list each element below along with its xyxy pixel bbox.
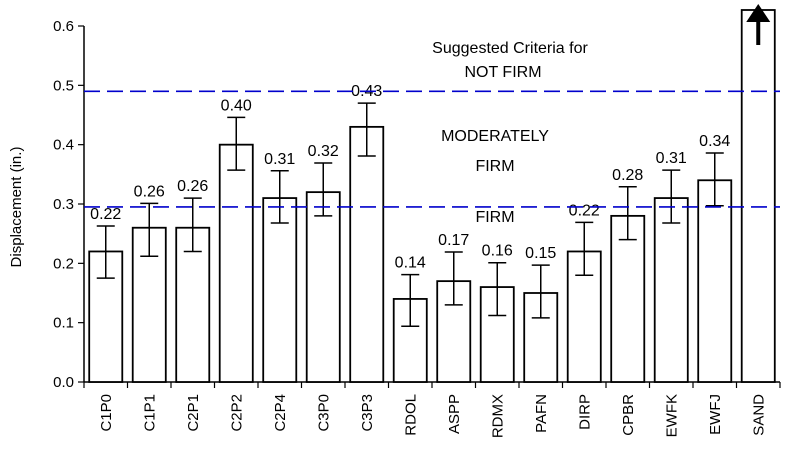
bar-ewfj: [697, 179, 733, 383]
up-arrow-icon: [746, 4, 771, 22]
bar-sand: [740, 9, 776, 383]
bar-c2p2: [218, 143, 254, 383]
category-label: C3P0: [315, 394, 332, 432]
bar-c2p1: [175, 226, 211, 383]
annotation-not-firm-line2: NOT FIRM: [464, 64, 541, 81]
y-tick-label: 0.0: [53, 374, 74, 391]
data-label: 0.34: [699, 133, 730, 150]
category-label: RDMX: [489, 394, 506, 438]
data-label: 0.26: [134, 183, 165, 200]
category-label: PAFN: [533, 394, 550, 433]
bar-ewfk: [653, 197, 689, 383]
reference-lines: [84, 90, 780, 208]
y-tick-label: 0.4: [53, 137, 74, 154]
data-label: 0.15: [525, 245, 556, 262]
y-tick-label: 0.3: [53, 196, 74, 213]
bar-c3p0: [305, 191, 341, 383]
annotation-moderately-line1: MODERATELY: [441, 128, 549, 145]
y-axis-title: Displacement (in.): [8, 147, 25, 268]
data-label: 0.22: [90, 206, 121, 223]
category-label: C2P1: [185, 394, 202, 432]
data-label: 0.31: [656, 150, 687, 167]
data-label: 0.28: [612, 167, 643, 184]
annotations: Suggested Criteria for NOT FIRM MODERATE…: [8, 40, 588, 267]
data-label: 0.14: [395, 255, 426, 272]
annotation-firm: FIRM: [475, 209, 514, 226]
category-label: ASPP: [446, 394, 463, 434]
category-label: C3P3: [359, 394, 376, 432]
category-label: DIRP: [576, 394, 593, 430]
axes: 0.0 0.1 0.2 0.3 0.4 0.5 0.6 C1P0 C1P1 C2P1 C2P2 C2P…: [53, 18, 781, 438]
category-label: C1P1: [141, 394, 158, 432]
category-label: EWFK: [663, 394, 680, 437]
category-label: C1P0: [98, 394, 115, 432]
y-tick-label: 0.6: [53, 18, 74, 35]
category-label: EWFJ: [707, 394, 724, 435]
data-label: 0.17: [438, 232, 469, 249]
category-label: RDOL: [402, 394, 419, 436]
data-label: 0.16: [482, 243, 513, 260]
bar-c3p3: [349, 125, 385, 383]
bar-c2p4: [262, 197, 298, 383]
category-label: C2P2: [228, 394, 245, 432]
data-label: 0.26: [177, 178, 208, 195]
annotation-moderately-line2: FIRM: [475, 158, 514, 175]
annotation-not-firm-line1: Suggested Criteria for: [432, 40, 588, 57]
data-label: 0.32: [308, 143, 339, 160]
data-label: 0.40: [221, 97, 252, 114]
category-label: CPBR: [620, 394, 637, 436]
y-tick-label: 0.2: [53, 255, 74, 272]
bars: 0.220.26 0.260.400.31 0.320.430.140.170.16…: [88, 4, 776, 383]
y-tick-label: 0.1: [53, 315, 74, 332]
bar-cpbr: [610, 214, 646, 383]
data-label: 0.31: [264, 151, 295, 168]
category-label: SAND: [750, 394, 767, 436]
y-tick-label: 0.5: [53, 77, 74, 94]
data-label: 0.22: [569, 202, 600, 219]
category-label: C2P4: [272, 394, 289, 432]
